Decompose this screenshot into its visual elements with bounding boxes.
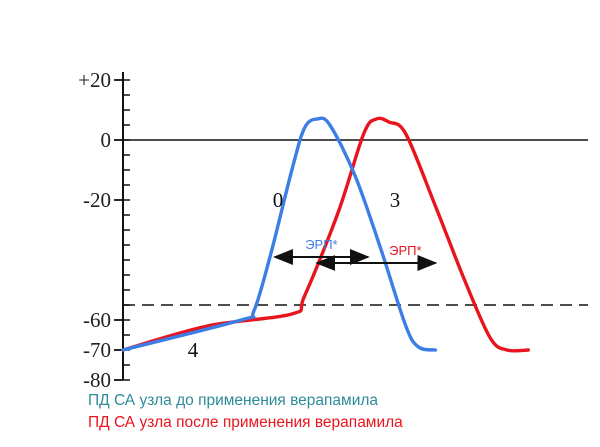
reference-lines xyxy=(123,139,588,306)
series-after-verapamil xyxy=(121,116,530,353)
phase-label-0: 0 xyxy=(273,188,284,212)
legend-after-verapamil: ПД СА узла после применения верапамила xyxy=(88,414,403,431)
erp-label-before: ЭРП* xyxy=(305,237,337,252)
y-tick-label: -80 xyxy=(83,368,111,392)
phase-labels: 0 3 4 xyxy=(188,188,401,362)
series-before-verapamil xyxy=(121,116,438,352)
erp-label-after: ЭРП* xyxy=(389,243,421,258)
phase-label-3: 3 xyxy=(390,188,401,212)
series-layer xyxy=(121,116,530,353)
y-tick-label: +20 xyxy=(78,68,111,92)
y-tick-label: -20 xyxy=(83,188,111,212)
axis-layer: +20 0 -20 -60 -70 -80 xyxy=(78,68,130,392)
erp-annotations: ЭРП* ЭРП* xyxy=(272,237,438,271)
phase-label-4: 4 xyxy=(188,338,199,362)
y-tick-label: -60 xyxy=(83,308,111,332)
y-tick-label: 0 xyxy=(101,128,112,152)
legend-before-verapamil: ПД СА узла до применения верапамила xyxy=(88,392,379,409)
y-tick-label: -70 xyxy=(83,338,111,362)
